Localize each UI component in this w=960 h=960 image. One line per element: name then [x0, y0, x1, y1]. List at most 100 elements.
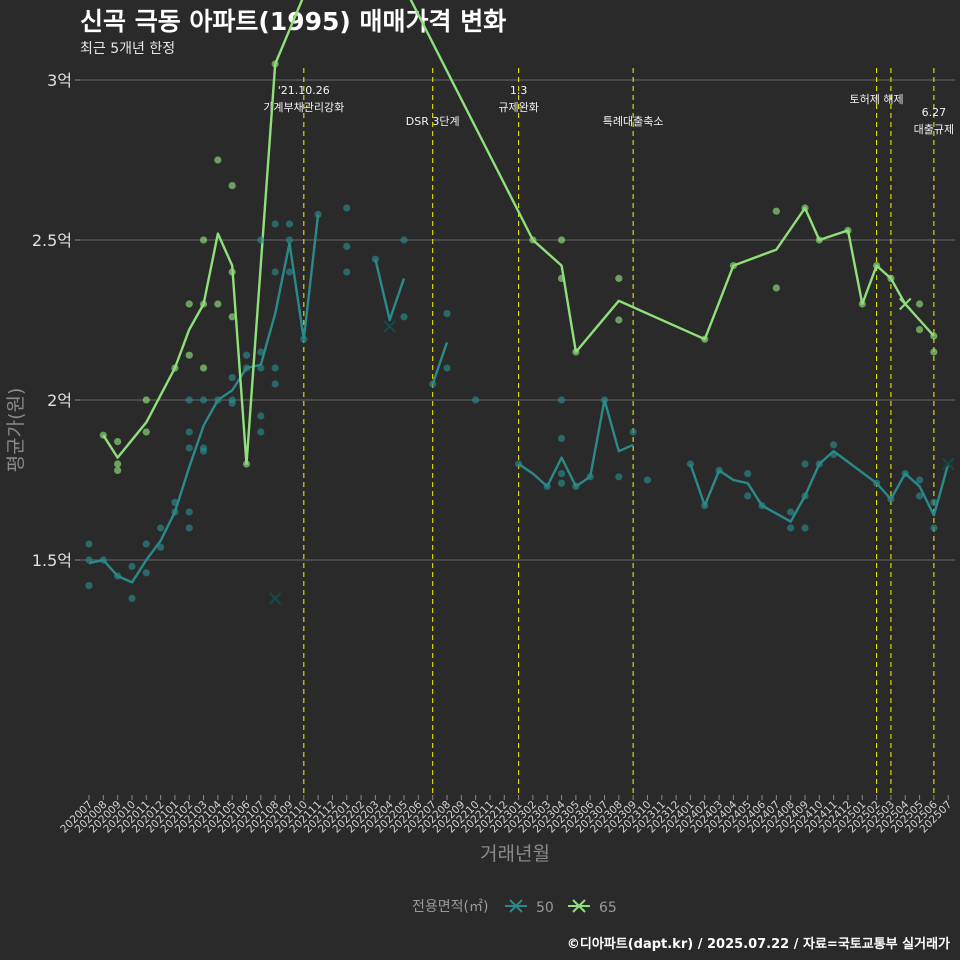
y-tick-label: 3억 — [47, 71, 72, 90]
data-point-50 — [257, 348, 265, 356]
data-point-50 — [128, 562, 136, 571]
data-point-50 — [873, 479, 881, 487]
legend-label: 50 — [536, 900, 554, 916]
data-point-50 — [801, 460, 809, 468]
x-axis-ticks: 2020072020082020092020102020112020122021… — [58, 795, 954, 835]
series-points — [85, 60, 955, 605]
policy-event-label: 토허제 해제 — [850, 92, 904, 106]
data-point-50 — [257, 236, 265, 244]
data-point-50 — [343, 242, 351, 250]
data-point-65 — [99, 431, 107, 439]
x-axis-label: 거래년월 — [480, 843, 550, 865]
grid-lines — [80, 79, 955, 561]
data-point-65 — [572, 348, 580, 356]
data-point-50 — [185, 396, 193, 404]
data-point-50 — [915, 476, 924, 484]
data-point-50 — [228, 374, 236, 382]
data-point-65 — [615, 316, 623, 324]
data-point-50 — [701, 502, 709, 510]
data-point-50 — [572, 482, 580, 490]
data-point-50 — [285, 220, 294, 228]
chart-subtitle: 최근 5개년 한정 — [80, 41, 176, 57]
data-point-50 — [557, 396, 566, 404]
data-point-50 — [400, 236, 408, 244]
data-point-65 — [915, 326, 924, 334]
legend: 전용면적(㎡) 50 65 — [412, 899, 617, 916]
data-point-65 — [701, 335, 709, 343]
data-point-50 — [199, 396, 208, 404]
single-trade-mark-50 — [383, 320, 396, 333]
data-point-65 — [887, 274, 895, 282]
data-point-65 — [873, 262, 881, 270]
data-point-65 — [801, 204, 809, 212]
policy-event-label: 1.3 — [510, 84, 528, 97]
data-point-50 — [257, 412, 265, 420]
data-point-65 — [242, 460, 251, 468]
data-point-65 — [228, 313, 236, 321]
data-point-65 — [114, 438, 122, 446]
data-point-50 — [715, 466, 723, 474]
data-point-50 — [371, 255, 379, 263]
data-point-50 — [242, 364, 251, 372]
data-point-50 — [515, 460, 523, 468]
data-point-50 — [257, 428, 265, 436]
policy-event-label: 규제완화 — [498, 101, 538, 114]
data-point-50 — [343, 268, 351, 276]
data-point-50 — [185, 508, 193, 516]
data-point-65 — [228, 268, 236, 276]
data-point-50 — [128, 594, 136, 603]
data-point-65 — [815, 236, 823, 244]
data-point-65 — [199, 300, 208, 308]
policy-event-label: 대출규제 — [914, 123, 954, 136]
data-point-65 — [228, 182, 236, 190]
data-point-50 — [242, 351, 251, 359]
data-point-50 — [443, 310, 451, 318]
data-point-50 — [887, 495, 895, 503]
data-point-50 — [557, 479, 566, 487]
source-caption: ©디아파트(dapt.kr) / 2025.07.22 / 자료=국토교통부 실… — [566, 937, 950, 952]
data-point-50 — [643, 476, 652, 484]
y-tick-label: 1.5억 — [32, 551, 72, 570]
policy-event-label: DSR 3단계 — [406, 115, 460, 128]
data-point-50 — [686, 460, 695, 468]
single-trade-mark-50 — [268, 592, 282, 605]
data-point-50 — [744, 492, 752, 500]
data-point-50 — [214, 396, 222, 404]
data-point-65 — [729, 262, 738, 270]
data-point-50 — [228, 399, 236, 407]
data-point-65 — [930, 332, 938, 340]
data-point-50 — [99, 556, 107, 564]
data-point-50 — [787, 508, 795, 516]
data-point-50 — [142, 540, 150, 548]
data-point-65 — [844, 226, 852, 234]
data-point-50 — [257, 364, 265, 372]
data-point-50 — [443, 364, 451, 372]
data-point-65 — [185, 351, 193, 359]
data-point-50 — [157, 543, 165, 551]
data-point-50 — [142, 569, 150, 577]
data-point-50 — [285, 236, 294, 244]
data-point-50 — [615, 473, 623, 481]
data-point-50 — [787, 524, 795, 532]
policy-event-label: 가계부채관리강화 — [263, 101, 344, 114]
legend-title: 전용면적(㎡) — [412, 899, 488, 915]
policy-event-label: '21.10.26 — [278, 84, 330, 97]
data-point-50 — [85, 556, 93, 564]
data-point-50 — [185, 524, 193, 532]
legend-item-50: 50 — [505, 899, 554, 916]
data-point-50 — [901, 470, 909, 478]
data-point-50 — [557, 434, 566, 442]
data-point-65 — [271, 60, 279, 68]
series-lines — [88, 0, 950, 584]
data-point-65 — [142, 428, 150, 436]
data-point-65 — [772, 207, 780, 215]
data-point-65 — [114, 466, 122, 474]
policy-event-lines — [303, 68, 935, 795]
data-point-65 — [557, 236, 566, 244]
series-line-50 — [88, 214, 950, 584]
data-point-50 — [629, 428, 637, 436]
data-point-50 — [314, 210, 322, 218]
